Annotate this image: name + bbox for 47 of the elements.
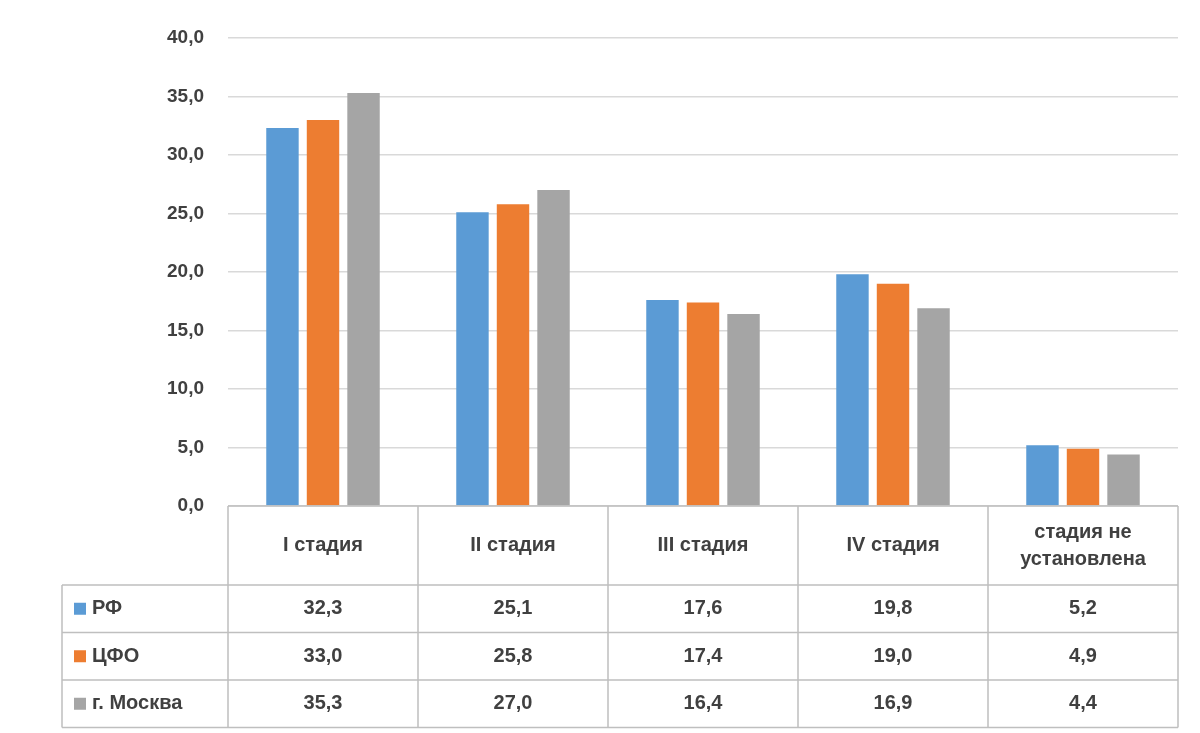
y-tick-label: 0,0 [177, 494, 204, 516]
legend-label: ЦФО [92, 643, 140, 666]
y-tick-label: 15,0 [167, 318, 204, 340]
y-tick-label: 5,0 [177, 435, 204, 457]
data-label: 4,9 [1069, 643, 1097, 666]
bar [266, 128, 299, 506]
y-tick-label: 35,0 [167, 84, 204, 106]
data-label: 16,4 [683, 691, 724, 714]
data-label: 27,0 [493, 691, 533, 714]
bar [537, 190, 570, 506]
bar [1026, 445, 1059, 506]
bar [456, 212, 489, 506]
data-label: 16,9 [873, 691, 913, 714]
data-label: 4,4 [1069, 691, 1098, 714]
bar [917, 308, 950, 506]
bar [646, 300, 679, 506]
data-label: 17,4 [683, 643, 724, 666]
x-tick-label: III стадия [657, 533, 749, 556]
x-tick-label: IV стадия [846, 533, 940, 556]
data-label: 35,3 [303, 691, 343, 714]
data-label: 25,1 [493, 596, 533, 619]
bar [1066, 448, 1100, 506]
legend-label: г. Москва [92, 691, 184, 714]
data-label: 25,8 [493, 643, 533, 666]
data-label: 33,0 [303, 643, 343, 666]
x-tick-label: I стадия [283, 533, 363, 556]
bar [727, 314, 760, 506]
data-label: 5,2 [1069, 596, 1097, 619]
bar [496, 204, 530, 506]
y-tick-label: 30,0 [167, 143, 204, 165]
y-tick-label: 10,0 [167, 377, 204, 399]
data-label: 19,0 [873, 643, 913, 666]
data-label: 17,6 [683, 596, 723, 619]
x-tick-label: II стадия [470, 533, 556, 556]
data-label: 19,8 [873, 596, 913, 619]
legend-label: РФ [92, 596, 123, 619]
y-tick-label: 20,0 [167, 260, 204, 282]
bar [306, 119, 340, 506]
x-tick-label: стадия не установлена [1020, 519, 1147, 569]
y-tick-label: 25,0 [167, 201, 204, 223]
bar [876, 283, 910, 506]
y-tick-label: 40,0 [167, 26, 204, 48]
bar [347, 92, 380, 506]
bar [836, 274, 869, 506]
bar [1107, 454, 1140, 506]
data-label: 32,3 [303, 596, 343, 619]
bar [686, 302, 720, 506]
